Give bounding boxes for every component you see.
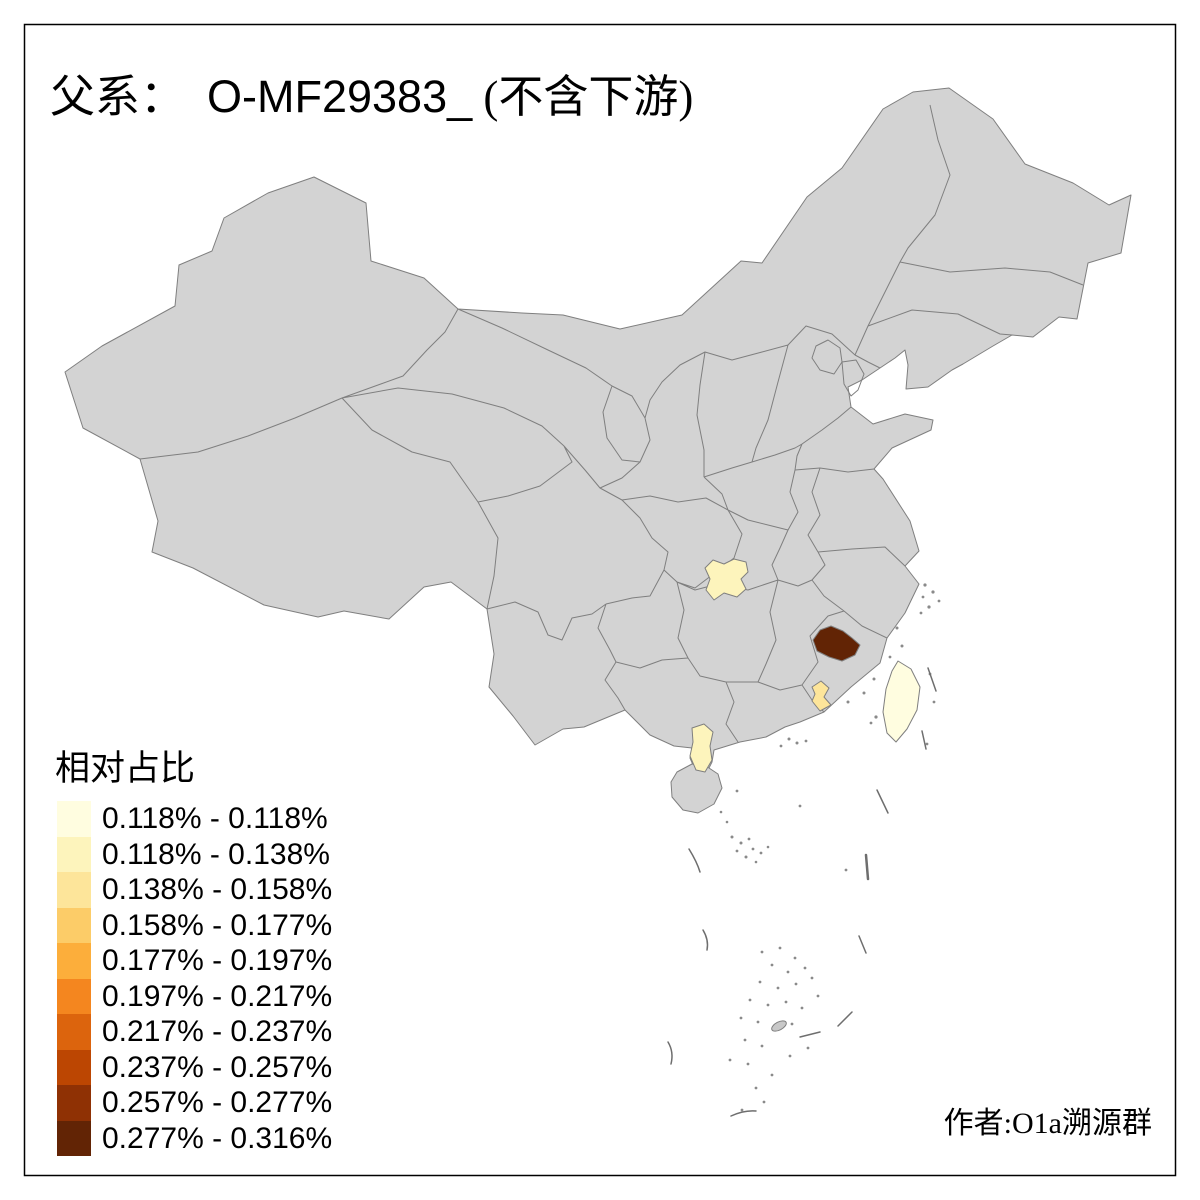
- region-southeast-inland-prefecture: [812, 625, 861, 662]
- legend-swatch: [57, 1085, 91, 1121]
- legend-swatch: [57, 872, 91, 908]
- legend-label: 0.217% - 0.237%: [102, 1015, 333, 1048]
- legend-item: 0.277% - 0.316%: [57, 1120, 333, 1156]
- legend-swatch: [57, 978, 91, 1014]
- sea-islands-and-dashes: [667, 583, 941, 1117]
- legend-label: 0.158% - 0.177%: [102, 908, 333, 942]
- island-dots: [719, 583, 941, 1112]
- legend-label: 0.237% - 0.257%: [102, 1050, 333, 1084]
- legend-items: 0.118% - 0.118% 0.118% - 0.138% 0.138% - 0…: [57, 801, 332, 1156]
- legend-swatch: [57, 836, 91, 872]
- title-suffix: (不含下游): [472, 72, 694, 122]
- hainan-island: [670, 763, 723, 814]
- legend-swatch: [57, 1049, 91, 1085]
- legend-label: 0.257% - 0.277%: [102, 1086, 333, 1119]
- legend-item: 0.118% - 0.118%: [57, 801, 332, 837]
- legend-swatch: [57, 1014, 91, 1050]
- region-central-inland-prefecture: [704, 558, 749, 601]
- page-title: 父系： O-MF29383_ (不含下游): [50, 60, 693, 125]
- title-haplogroup: O-MF29383_: [207, 71, 473, 122]
- legend-label: 0.277% - 0.316%: [102, 1121, 333, 1155]
- legend-item: 0.118% - 0.138%: [57, 836, 332, 872]
- sea-boundary-dashes: [667, 667, 937, 1117]
- legend-item: 0.197% - 0.217%: [57, 978, 333, 1014]
- region-southeast-coastal-prefecture: [811, 680, 832, 712]
- legend-label: 0.197% - 0.217%: [102, 979, 333, 1013]
- legend-item: 0.177% - 0.197%: [57, 943, 332, 979]
- legend-swatch: [57, 1120, 91, 1156]
- china-landmass: [64, 87, 1132, 814]
- legend-item: 0.158% - 0.177%: [57, 907, 333, 943]
- legend-swatch: [57, 801, 91, 837]
- legend-label: 0.177% - 0.197%: [102, 944, 333, 977]
- highlighted-regions: [689, 558, 861, 773]
- legend-item: 0.138% - 0.158%: [57, 872, 332, 908]
- legend-item: 0.217% - 0.237%: [57, 1014, 332, 1050]
- gray-islet: [771, 1020, 787, 1032]
- attribution-text: 作者:O1a溯源群: [943, 1107, 1152, 1140]
- region-leizhou-peninsula-prefecture: [689, 723, 714, 773]
- legend-label: 0.118% - 0.138%: [102, 837, 330, 871]
- plot-frame: [23, 23, 1177, 1177]
- taiwan-island: [882, 660, 921, 743]
- legend-item: 0.257% - 0.277%: [57, 1085, 332, 1121]
- mainland-outline: [64, 87, 1132, 775]
- title-prefix: 父系：: [50, 72, 186, 122]
- legend-title: 相对占比: [55, 749, 196, 788]
- legend-swatch: [57, 907, 91, 943]
- legend-item: 0.237% - 0.257%: [57, 1049, 333, 1085]
- legend-label: 0.118% - 0.118%: [102, 802, 328, 835]
- legend-label: 0.138% - 0.158%: [102, 873, 333, 906]
- legend-swatch: [57, 943, 91, 979]
